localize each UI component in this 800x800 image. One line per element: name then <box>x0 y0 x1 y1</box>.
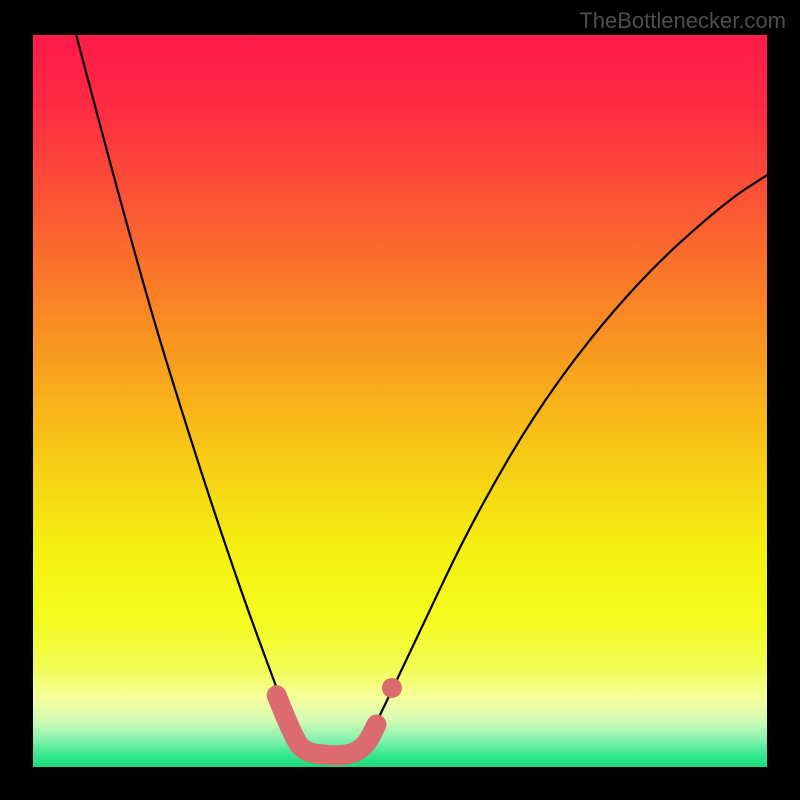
chart-stage: TheBottlenecker.com <box>0 0 800 800</box>
gradient-background <box>33 35 767 767</box>
bottleneck-highlight-dot <box>382 678 402 698</box>
plot-area <box>33 35 767 767</box>
watermark-text: TheBottlenecker.com <box>579 8 786 34</box>
